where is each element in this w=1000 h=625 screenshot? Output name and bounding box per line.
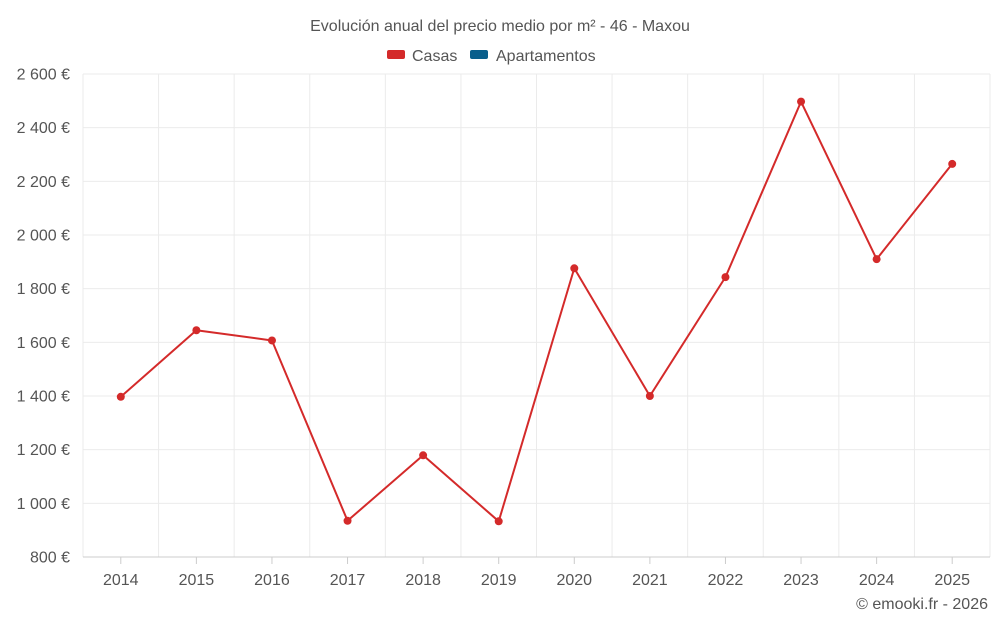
legend-label-apartamentos: Apartamentos — [496, 48, 596, 65]
legend-swatch-apartamentos — [470, 50, 488, 59]
y-tick-label: 2 200 € — [17, 174, 70, 191]
data-point-casas-2018[interactable] — [419, 451, 428, 460]
legend: Casas Apartamentos — [387, 48, 596, 65]
credit-text: © emooki.fr - 2026 — [856, 596, 988, 613]
series — [116, 97, 957, 526]
data-point-casas-2022[interactable] — [721, 273, 730, 282]
chart-title: Evolución anual del precio medio por m² … — [310, 18, 690, 35]
x-tick-label: 2015 — [179, 572, 215, 589]
x-tick-label: 2014 — [103, 572, 139, 589]
y-tick-label: 800 € — [30, 550, 70, 567]
data-point-casas-2025[interactable] — [948, 159, 957, 168]
data-point-casas-2015[interactable] — [192, 326, 201, 335]
y-tick-label: 1 200 € — [17, 442, 70, 459]
data-point-casas-2014[interactable] — [116, 392, 125, 401]
data-point-casas-2017[interactable] — [343, 516, 352, 525]
y-tick-label: 1 800 € — [17, 281, 70, 298]
y-tick-label: 1 600 € — [17, 335, 70, 352]
data-point-casas-2019[interactable] — [494, 517, 503, 526]
x-tick-label: 2021 — [632, 572, 668, 589]
legend-item-apartamentos[interactable]: Apartamentos — [470, 48, 596, 65]
data-point-casas-2020[interactable] — [570, 264, 579, 273]
grid — [82, 73, 991, 558]
x-tick-label: 2019 — [481, 572, 517, 589]
data-point-casas-2023[interactable] — [797, 97, 806, 106]
x-tick-label: 2020 — [556, 572, 592, 589]
x-tick-label: 2025 — [934, 572, 970, 589]
x-tick-label: 2024 — [859, 572, 895, 589]
legend-item-casas[interactable]: Casas — [387, 48, 457, 65]
y-tick-label: 1 400 € — [17, 389, 70, 406]
x-tick-label: 2016 — [254, 572, 290, 589]
legend-label-casas: Casas — [412, 48, 457, 65]
y-tick-label: 2 400 € — [17, 120, 70, 137]
legend-swatch-casas — [387, 50, 405, 59]
y-tick-label: 2 600 € — [17, 67, 70, 84]
x-tick-label: 2018 — [405, 572, 441, 589]
series-line-casas — [120, 100, 953, 523]
data-point-casas-2024[interactable] — [872, 255, 881, 264]
x-tick-label: 2017 — [330, 572, 366, 589]
x-tick-label: 2023 — [783, 572, 819, 589]
data-point-casas-2016[interactable] — [267, 336, 276, 345]
y-tick-label: 2 000 € — [17, 228, 70, 245]
axes: 800 € 1 000 € 1 200 € 1 400 € 1 600 € 1 800 €… — [17, 67, 990, 589]
x-tick-label: 2022 — [708, 572, 744, 589]
y-tick-label: 1 000 € — [17, 496, 70, 513]
data-point-casas-2021[interactable] — [645, 392, 654, 400]
